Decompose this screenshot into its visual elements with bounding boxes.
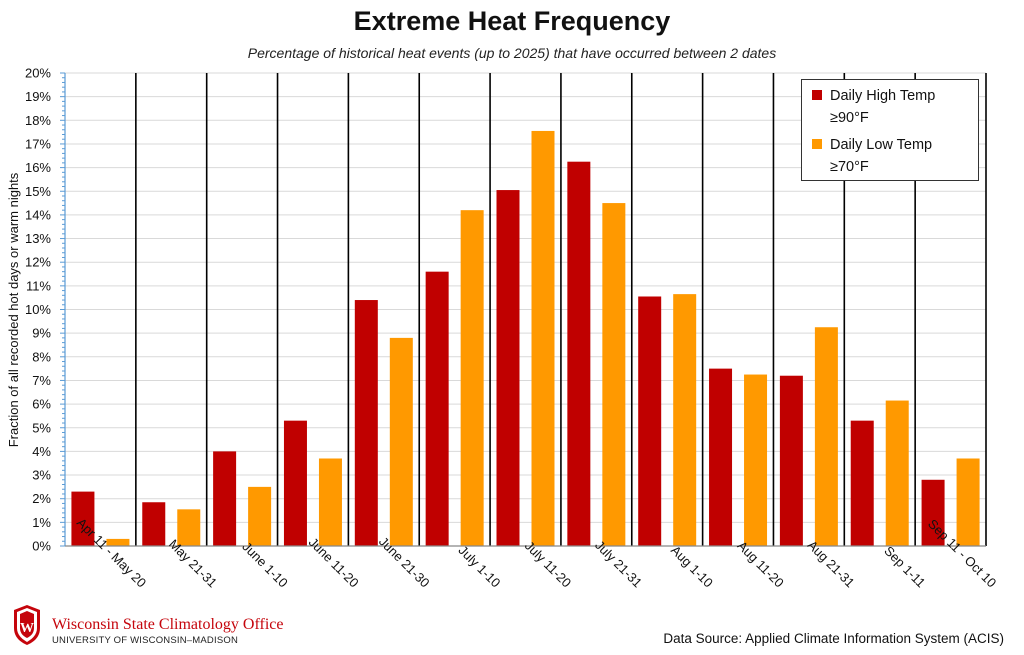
- svg-text:W: W: [20, 621, 34, 636]
- x-tick-label: July 1-10: [456, 542, 504, 590]
- y-tick-label: 11%: [26, 278, 51, 293]
- bar: [744, 374, 768, 546]
- y-tick-label: 6%: [32, 397, 51, 412]
- bar: [850, 420, 874, 546]
- bar: [106, 538, 130, 546]
- bar: [389, 337, 413, 546]
- bar: [709, 368, 733, 546]
- y-tick-label: 12%: [25, 255, 51, 270]
- y-tick-label: 4%: [32, 444, 51, 459]
- bar: [460, 210, 484, 547]
- y-tick-label: 0%: [32, 539, 51, 554]
- chart-subtitle: Percentage of historical heat events (up…: [247, 45, 777, 61]
- chart-title: Extreme Heat Frequency: [353, 6, 671, 36]
- wsco-logo: W Wisconsin State Climatology Office UNI…: [12, 604, 312, 652]
- x-tick-label: Aug 1-10: [668, 542, 716, 590]
- bar: [638, 296, 662, 546]
- bar: [531, 130, 555, 546]
- y-tick-label: 5%: [32, 420, 51, 435]
- bar: [283, 420, 307, 546]
- y-tick-label: 2%: [32, 491, 51, 506]
- x-tick-label: Apr 11 - May 20: [74, 515, 149, 590]
- y-tick-label: 18%: [25, 113, 51, 128]
- bar: [602, 203, 626, 546]
- bar: [142, 502, 166, 546]
- bar: [354, 300, 378, 546]
- bar: [318, 458, 342, 546]
- bar: [779, 375, 803, 546]
- y-tick-label: 1%: [32, 515, 51, 530]
- bar: [567, 161, 591, 546]
- y-tick-label: 7%: [32, 373, 51, 388]
- legend-label-low-line2: ≥70°F: [830, 159, 869, 175]
- y-tick-label: 20%: [25, 66, 51, 81]
- x-tick-label: Sep 1-11: [881, 543, 928, 590]
- bar: [177, 509, 201, 546]
- bar: [248, 486, 272, 546]
- y-tick-label: 8%: [32, 349, 51, 364]
- y-tick-label: 9%: [32, 326, 51, 341]
- data-source-note: Data Source: Applied Climate Information…: [663, 631, 1004, 646]
- bar: [814, 327, 838, 546]
- y-tick-label: 19%: [25, 89, 51, 104]
- bar: [885, 400, 909, 546]
- bar: [71, 491, 95, 546]
- university-seal-icon: W: [14, 605, 40, 645]
- legend-swatch-low: [812, 139, 822, 149]
- y-tick-label: 13%: [25, 231, 51, 246]
- x-tick-label: June 1-10: [239, 539, 290, 590]
- chart-legend: Daily High Temp ≥90°F Daily Low Temp ≥70…: [801, 79, 979, 181]
- org-name: Wisconsin State Climatology Office: [52, 616, 284, 633]
- legend-label-high-line2: ≥90°F: [830, 110, 869, 126]
- y-tick-label: 16%: [25, 160, 51, 175]
- bar: [425, 271, 449, 546]
- legend-label-high-line1: Daily High Temp: [830, 88, 936, 104]
- y-tick-label: 3%: [32, 468, 51, 483]
- y-tick-label: 10%: [25, 302, 51, 317]
- y-tick-label: 17%: [25, 136, 51, 151]
- org-subtitle: UNIVERSITY OF WISCONSIN–MADISON: [52, 635, 239, 646]
- bar: [956, 458, 980, 546]
- legend-label-low-line1: Daily Low Temp: [830, 137, 933, 153]
- y-tick-label: 14%: [25, 207, 51, 222]
- legend-swatch-high: [812, 90, 822, 100]
- bar: [921, 479, 945, 546]
- bar: [496, 190, 520, 546]
- y-axis-label: Fraction of all recorded hot days or war…: [6, 172, 21, 447]
- bar: [673, 294, 697, 546]
- bar: [213, 451, 237, 546]
- y-tick-label: 15%: [25, 184, 51, 199]
